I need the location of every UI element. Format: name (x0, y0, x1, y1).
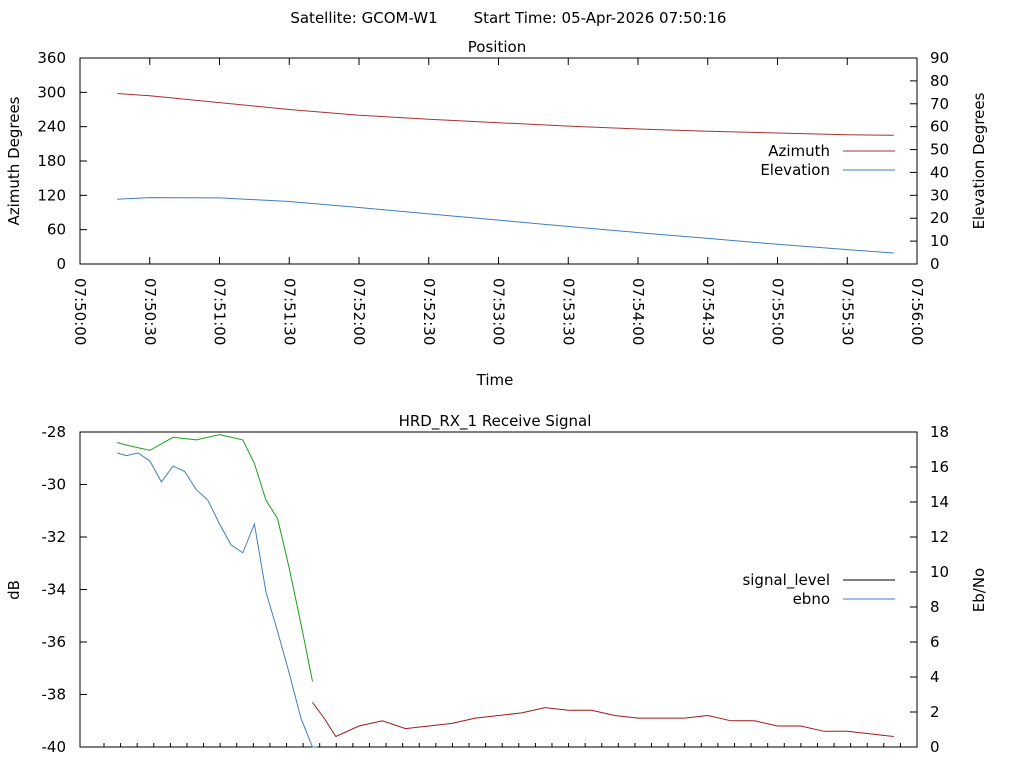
position-y2-tick-label: 0 (930, 255, 940, 273)
signal-chart-title: HRD_RX_1 Receive Signal (399, 412, 592, 431)
position-y2-axis-label: Elevation Degrees (970, 92, 988, 229)
signal-y2-tick-label: 8 (930, 598, 940, 616)
position-y-tick-label: 240 (37, 118, 66, 136)
signal-chart: HRD_RX_1 Receive Signal dB Eb/No -40-38-… (5, 412, 988, 756)
position-x-tick-label: 07:54:30 (699, 278, 717, 345)
signal-y-tick-label: -38 (42, 686, 67, 704)
position-y-tick-label: 300 (37, 83, 66, 101)
signal-series-blue-trace (117, 452, 318, 748)
signal-y2-tick-label: 18 (930, 423, 949, 441)
signal-y2-tick-label: 12 (930, 528, 949, 546)
signal-y2-tick-label: 16 (930, 458, 949, 476)
signal-plot-frame (79, 431, 918, 748)
position-y-tick-label: 0 (56, 255, 66, 273)
satellite-label: Satellite: GCOM-W1 (290, 9, 437, 27)
legend-signal-level-label: signal_level (742, 571, 830, 590)
position-y2-tick-label: 40 (930, 163, 949, 181)
position-x-tick-label: 07:54:00 (629, 278, 647, 345)
signal-ticks: -40 -38 -36 -34 -32 -30 -28 0 2 4 6 8 10 12 14 16 18 (42, 423, 950, 756)
signal-y-tick-label: -36 (42, 633, 67, 651)
position-y2-tick-label: 10 (930, 232, 949, 250)
position-y-tick-label: 360 (37, 49, 66, 67)
position-y2-tick-label: 30 (930, 186, 949, 204)
position-x-tick-label: 07:52:00 (350, 278, 368, 345)
position-chart-title: Position (468, 38, 526, 56)
position-x-tick-label: 07:50:00 (71, 278, 89, 345)
position-legend: Azimuth Elevation (760, 142, 895, 179)
position-x-tick-label: 07:56:00 (908, 278, 926, 345)
position-x-tick-label: 07:55:00 (769, 278, 787, 345)
signal-y2-tick-label: 4 (930, 668, 940, 686)
legend-azimuth-label: Azimuth (768, 142, 830, 160)
signal-y2-axis-label: Eb/No (970, 568, 988, 612)
signal-y2-tick-label: 10 (930, 563, 949, 581)
position-x-axis-label: Time (476, 371, 514, 389)
signal-y-tick-label: -30 (42, 476, 67, 494)
position-y2-tick-label: 20 (930, 209, 949, 227)
position-y2-tick-label: 50 (930, 141, 949, 159)
signal-y2-tick-label: 2 (930, 703, 940, 721)
position-y-tick-label: 180 (37, 152, 66, 170)
signal-series-green-trace (117, 434, 313, 682)
position-y-tick-label: 120 (37, 186, 66, 204)
legend-elevation-label: Elevation (760, 161, 830, 179)
position-series-azimuth (117, 93, 894, 136)
position-y2-tick-label: 90 (930, 49, 949, 67)
signal-legend: signal_level ebno (742, 571, 895, 608)
position-chart: Position Azimuth Degrees Elevation Degre… (5, 38, 988, 389)
position-x-tick-label: 07:51:00 (211, 278, 229, 345)
legend-ebno-label: ebno (793, 590, 830, 608)
position-x-tick-label: 07:52:30 (420, 278, 438, 345)
signal-y-axis-label: dB (5, 580, 23, 600)
signal-y-tick-label: -28 (42, 423, 67, 441)
position-y-axis-label: Azimuth Degrees (5, 96, 23, 225)
signal-y2-tick-label: 0 (930, 738, 940, 756)
position-x-tick-label: 07:53:00 (490, 278, 508, 345)
signal-y-tick-label: -34 (42, 581, 67, 599)
position-y2-tick-label: 60 (930, 118, 949, 136)
position-lines (117, 93, 894, 254)
start-time-label: Start Time: 05-Apr-2026 07:50:16 (474, 9, 727, 27)
position-ticks: 0 60 120 180 240 300 360 0 10 20 30 40 50 60 70 80 90 07:… (37, 49, 949, 345)
signal-y2-tick-label: 6 (930, 633, 940, 651)
signal-series-red-trace (312, 702, 894, 738)
position-x-tick-label: 07:50:30 (141, 278, 159, 345)
position-x-tick-label: 07:51:30 (280, 278, 298, 345)
position-y-tick-label: 60 (47, 221, 66, 239)
signal-y2-tick-label: 14 (930, 493, 949, 511)
position-y2-tick-label: 70 (930, 95, 949, 113)
position-x-tick-label: 07:53:30 (559, 278, 577, 345)
signal-y-tick-label: -40 (42, 738, 67, 756)
position-x-tick-label: 07:55:30 (838, 278, 856, 345)
signal-lines (117, 434, 894, 748)
position-y2-tick-label: 80 (930, 72, 949, 90)
signal-y-tick-label: -32 (42, 528, 67, 546)
position-series-elevation (117, 197, 894, 254)
